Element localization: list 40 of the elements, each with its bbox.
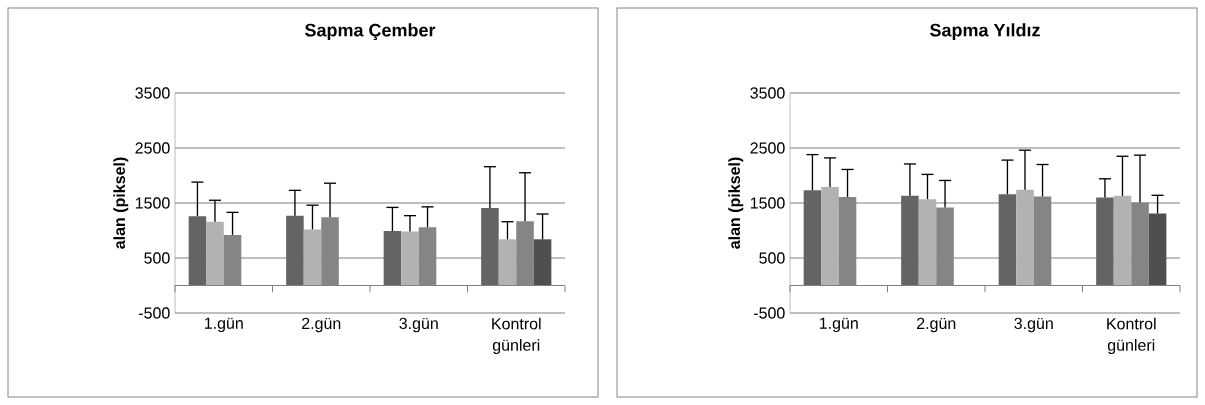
y-tick-label: -500 bbox=[753, 307, 785, 319]
bar bbox=[286, 215, 304, 286]
y-axis-title: alan (piksel) bbox=[728, 157, 744, 249]
y-tick-label: 500 bbox=[759, 252, 785, 264]
x-tick-label: Kontrol günleri bbox=[492, 317, 541, 354]
x-tick-label: 3.gün bbox=[399, 317, 438, 333]
bar bbox=[401, 231, 419, 286]
bar bbox=[821, 187, 839, 286]
bar bbox=[1016, 189, 1034, 286]
chart-title: Sapma Yıldız bbox=[930, 23, 1040, 41]
bar bbox=[533, 239, 552, 286]
x-tick-label: 1.gün bbox=[819, 317, 858, 333]
y-tick-label: 1500 bbox=[135, 197, 170, 209]
bar bbox=[1113, 195, 1132, 286]
y-tick-label: 3500 bbox=[750, 87, 785, 99]
bar bbox=[1148, 213, 1167, 286]
bar bbox=[1096, 197, 1114, 286]
bar bbox=[803, 190, 822, 286]
x-tick-label: 2.gün bbox=[302, 317, 341, 333]
bar bbox=[188, 216, 207, 286]
y-tick-label: 2500 bbox=[135, 142, 170, 154]
y-tick-label: 2500 bbox=[750, 142, 785, 154]
y-tick-label: 3500 bbox=[135, 87, 170, 99]
x-tick-label: 1.gün bbox=[204, 317, 243, 333]
y-tick-label: -500 bbox=[138, 307, 170, 319]
bar bbox=[918, 199, 937, 286]
bar bbox=[303, 229, 322, 286]
y-tick-label: 500 bbox=[144, 252, 170, 264]
y-axis-title: alan (piksel) bbox=[113, 157, 129, 249]
x-tick-label: 3.gün bbox=[1014, 317, 1053, 333]
bar bbox=[498, 239, 517, 286]
bar bbox=[901, 195, 919, 286]
bar bbox=[481, 207, 499, 286]
bar bbox=[383, 231, 402, 286]
y-tick-label: 1500 bbox=[750, 197, 785, 209]
bar bbox=[998, 194, 1017, 286]
x-tick-label: Kontrol günleri bbox=[1107, 317, 1156, 354]
chart-title: Sapma Çember bbox=[305, 23, 436, 41]
x-tick-label: 2.gün bbox=[917, 317, 956, 333]
bar bbox=[206, 221, 224, 286]
